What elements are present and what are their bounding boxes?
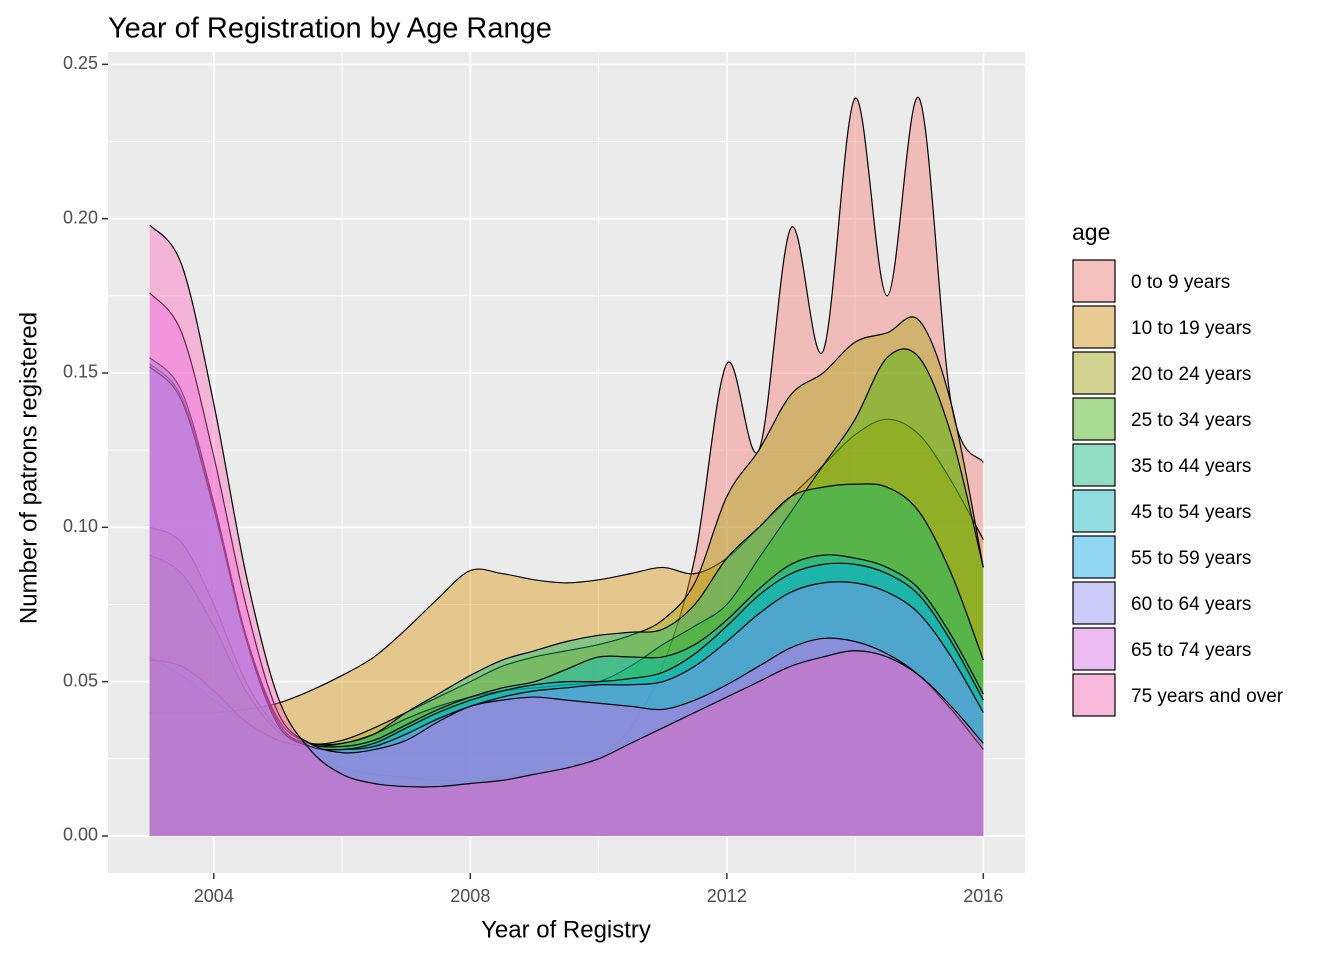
area-outline — [149, 292, 984, 754]
areas — [149, 96, 984, 836]
area-outline — [149, 366, 984, 751]
legend-swatch — [1072, 673, 1116, 717]
legend-key — [1073, 490, 1115, 532]
area — [149, 348, 984, 836]
axes: 2004 2008 2012 2016 0.00 0.05 0.10 0.15 0.20 0.25 — [63, 53, 1003, 906]
area-outline — [149, 96, 984, 782]
area-outline — [149, 224, 984, 788]
area-outline — [149, 483, 984, 748]
area — [149, 316, 984, 836]
legend-label: 55 to 59 years — [1131, 548, 1251, 569]
legend-key — [1073, 536, 1115, 578]
legend-label: 45 to 54 years — [1131, 502, 1251, 523]
y-tick-label: 0.00 — [63, 825, 98, 845]
legend-swatch — [1072, 305, 1116, 349]
legend-swatch — [1072, 259, 1116, 303]
legend-key — [1073, 260, 1115, 302]
legend-label: 65 to 74 years — [1131, 640, 1251, 661]
y-tick-label: 0.25 — [63, 53, 98, 73]
area-outline — [149, 363, 984, 748]
legend-label: 20 to 24 years — [1131, 364, 1251, 385]
legend-swatch — [1072, 581, 1116, 625]
legend-swatch — [1072, 535, 1116, 579]
legend-label: 35 to 44 years — [1131, 456, 1251, 477]
area-outline — [149, 357, 984, 751]
legend-swatch — [1072, 627, 1116, 671]
area-outline — [149, 418, 984, 714]
area — [149, 419, 984, 836]
y-tick-label: 0.10 — [63, 516, 98, 536]
legend-swatch — [1072, 489, 1116, 533]
chart-title: Year of Registration by Age Range — [108, 13, 552, 45]
y-tick-label: 0.05 — [63, 670, 98, 690]
y-tick-label: 0.15 — [63, 362, 98, 382]
legend-key — [1073, 444, 1115, 486]
x-axis-title: Year of Registry — [481, 916, 651, 943]
legend-label: 10 to 19 years — [1131, 318, 1251, 339]
legend-swatch — [1072, 351, 1116, 395]
area — [149, 97, 984, 836]
x-tick-label: 2012 — [707, 886, 747, 906]
legend: 0 to 9 years 10 to 19 years 20 to 24 years… — [1072, 259, 1284, 717]
x-tick-label: 2016 — [963, 886, 1003, 906]
x-tick-label: 2008 — [450, 886, 490, 906]
legend-key — [1073, 352, 1115, 394]
area — [149, 292, 984, 836]
area — [149, 363, 984, 836]
area — [149, 357, 984, 836]
legend-key — [1073, 306, 1115, 348]
y-tick-label: 0.20 — [63, 207, 98, 227]
legend-title: age — [1072, 219, 1110, 245]
legend-label: 75 years and over — [1131, 686, 1284, 707]
y-axis-title: Number of patrons registered — [15, 312, 42, 624]
legend-label: 25 to 34 years — [1131, 410, 1251, 431]
legend-swatch — [1072, 397, 1116, 441]
legend-label: 0 to 9 years — [1131, 272, 1230, 293]
area — [149, 366, 984, 836]
x-tick-label: 2004 — [194, 886, 234, 906]
legend-key — [1073, 628, 1115, 670]
legend-key — [1073, 582, 1115, 624]
legend-swatch — [1072, 443, 1116, 487]
legend-label: 60 to 64 years — [1131, 594, 1251, 615]
panel — [108, 52, 1025, 873]
area — [149, 224, 984, 836]
legend-key — [1073, 398, 1115, 440]
legend-key — [1073, 674, 1115, 716]
